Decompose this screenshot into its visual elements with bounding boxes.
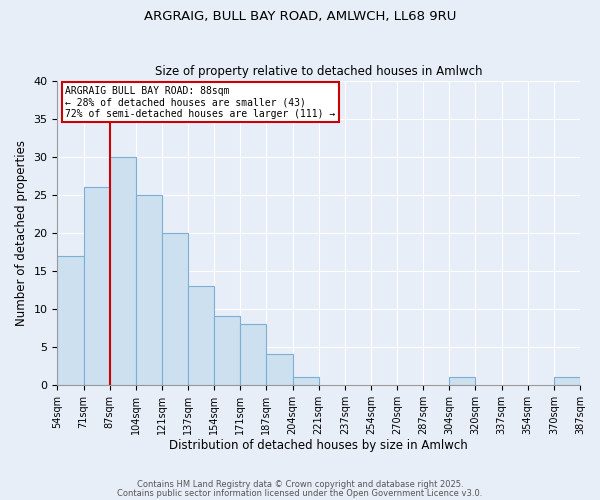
Bar xyxy=(110,157,136,385)
Text: ARGRAIG, BULL BAY ROAD, AMLWCH, LL68 9RU: ARGRAIG, BULL BAY ROAD, AMLWCH, LL68 9RU xyxy=(144,10,456,23)
Text: Contains HM Land Registry data © Crown copyright and database right 2025.: Contains HM Land Registry data © Crown c… xyxy=(137,480,463,489)
Text: ARGRAIG BULL BAY ROAD: 88sqm
← 28% of detached houses are smaller (43)
72% of se: ARGRAIG BULL BAY ROAD: 88sqm ← 28% of de… xyxy=(65,86,335,119)
Title: Size of property relative to detached houses in Amlwch: Size of property relative to detached ho… xyxy=(155,66,482,78)
Bar xyxy=(449,378,475,385)
X-axis label: Distribution of detached houses by size in Amlwch: Distribution of detached houses by size … xyxy=(169,440,468,452)
Text: Contains public sector information licensed under the Open Government Licence v3: Contains public sector information licen… xyxy=(118,489,482,498)
Bar xyxy=(241,324,266,385)
Bar xyxy=(162,233,188,385)
Bar xyxy=(214,316,241,385)
Bar xyxy=(188,286,214,385)
Bar xyxy=(58,256,83,385)
Bar xyxy=(293,378,319,385)
Bar xyxy=(554,378,580,385)
Bar xyxy=(83,188,110,385)
Bar xyxy=(266,354,293,385)
Y-axis label: Number of detached properties: Number of detached properties xyxy=(15,140,28,326)
Bar xyxy=(136,195,162,385)
